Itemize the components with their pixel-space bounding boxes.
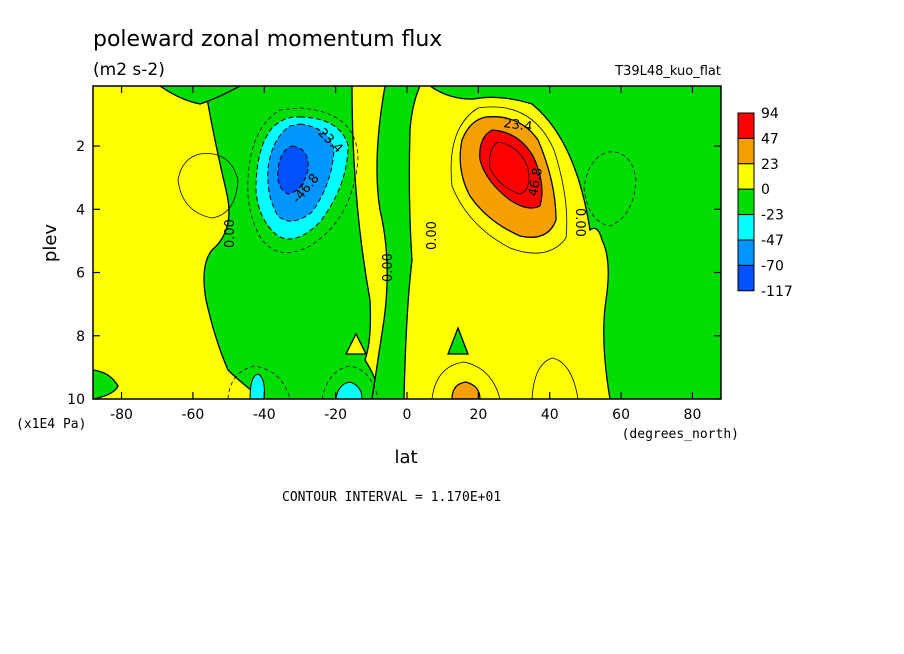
plot-area (93, 86, 721, 399)
colorbar-swatch (738, 240, 754, 265)
colorbar-label: 23 (761, 157, 779, 173)
colorbar: 94 47 23 0 -23 -47 -70 -117 (738, 106, 793, 300)
x-tick-label: -60 (181, 407, 204, 423)
colorbar-swatch (738, 138, 754, 163)
contour-label-zero-a: 0.00 (223, 219, 238, 248)
colorbar-label: -70 (761, 258, 784, 274)
x-axis-label: lat (394, 447, 417, 468)
contour-label-zero-b: 0.00 (381, 253, 396, 282)
colorbar-swatch (738, 189, 754, 214)
x-tick-label: 20 (469, 407, 487, 423)
x-tick-label: 80 (684, 407, 702, 423)
y-tick-label: 6 (76, 266, 85, 282)
colorbar-label: 94 (761, 106, 779, 122)
y-axis-units: (x1E4 Pa) (16, 417, 86, 432)
colorbar-label: -23 (761, 208, 784, 224)
colorbar-label: 47 (761, 131, 779, 147)
contour-interval: CONTOUR INTERVAL = 1.170E+01 (282, 490, 501, 505)
contour-label-zero-d: 0.00 (572, 208, 587, 237)
colorbar-swatch (738, 215, 754, 240)
x-axis-units: (degrees_north) (622, 427, 739, 442)
chart-units: (m2 s-2) (93, 60, 165, 80)
y-tick-label: 4 (76, 202, 85, 218)
y-tick-label: 10 (67, 392, 85, 408)
colorbar-swatch (738, 113, 754, 138)
colorbar-label: 0 (761, 182, 770, 198)
x-tick-label: 0 (403, 407, 412, 423)
y-axis-label: plev (40, 224, 61, 263)
run-label: T39L48_kuo_flat (614, 64, 721, 79)
x-tick-label: -80 (110, 407, 133, 423)
contour-label-zero-c: 0.00 (425, 221, 440, 250)
chart-title: poleward zonal momentum flux (93, 27, 442, 52)
x-tick-label: -40 (253, 407, 276, 423)
colorbar-swatch (738, 265, 754, 290)
colorbar-label: -47 (761, 233, 784, 249)
colorbar-swatch (738, 164, 754, 189)
x-tick-label: -20 (324, 407, 347, 423)
x-tick-label: 60 (612, 407, 630, 423)
colorbar-label: -117 (761, 284, 793, 300)
x-tick-label: 40 (541, 407, 559, 423)
y-tick-label: 8 (76, 329, 85, 345)
y-tick-label: 2 (76, 139, 85, 155)
